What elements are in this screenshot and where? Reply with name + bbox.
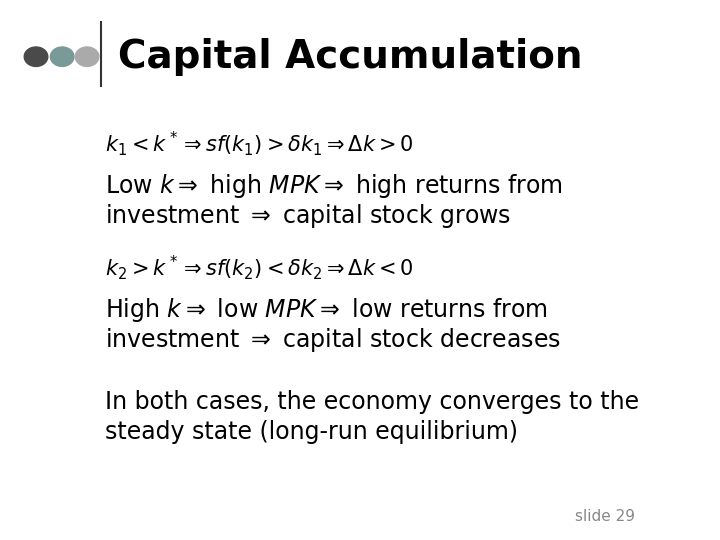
Text: Low $k \Rightarrow$ high $\mathit{MPK} \Rightarrow$ high returns from: Low $k \Rightarrow$ high $\mathit{MPK} \…	[104, 172, 562, 200]
Text: investment $\Rightarrow$ capital stock grows: investment $\Rightarrow$ capital stock g…	[104, 202, 511, 230]
Text: $k_2 > k^* \Rightarrow sf(k_2) < \delta k_2 \Rightarrow \Delta k < 0$: $k_2 > k^* \Rightarrow sf(k_2) < \delta …	[104, 253, 413, 282]
Text: investment $\Rightarrow$ capital stock decreases: investment $\Rightarrow$ capital stock d…	[104, 326, 561, 354]
Circle shape	[24, 47, 48, 66]
Text: steady state (long-run equilibrium): steady state (long-run equilibrium)	[104, 420, 518, 444]
Text: High $k \Rightarrow$ low $\mathit{MPK} \Rightarrow$ low returns from: High $k \Rightarrow$ low $\mathit{MPK} \…	[104, 296, 547, 325]
Text: Capital Accumulation: Capital Accumulation	[118, 38, 582, 76]
Circle shape	[76, 47, 99, 66]
Text: In both cases, the economy converges to the: In both cases, the economy converges to …	[104, 390, 639, 414]
Circle shape	[50, 47, 74, 66]
Text: $k_1 < k^* \Rightarrow sf(k_1) > \delta k_1 \Rightarrow \Delta k > 0$: $k_1 < k^* \Rightarrow sf(k_1) > \delta …	[104, 129, 413, 158]
Text: slide 29: slide 29	[575, 509, 635, 524]
